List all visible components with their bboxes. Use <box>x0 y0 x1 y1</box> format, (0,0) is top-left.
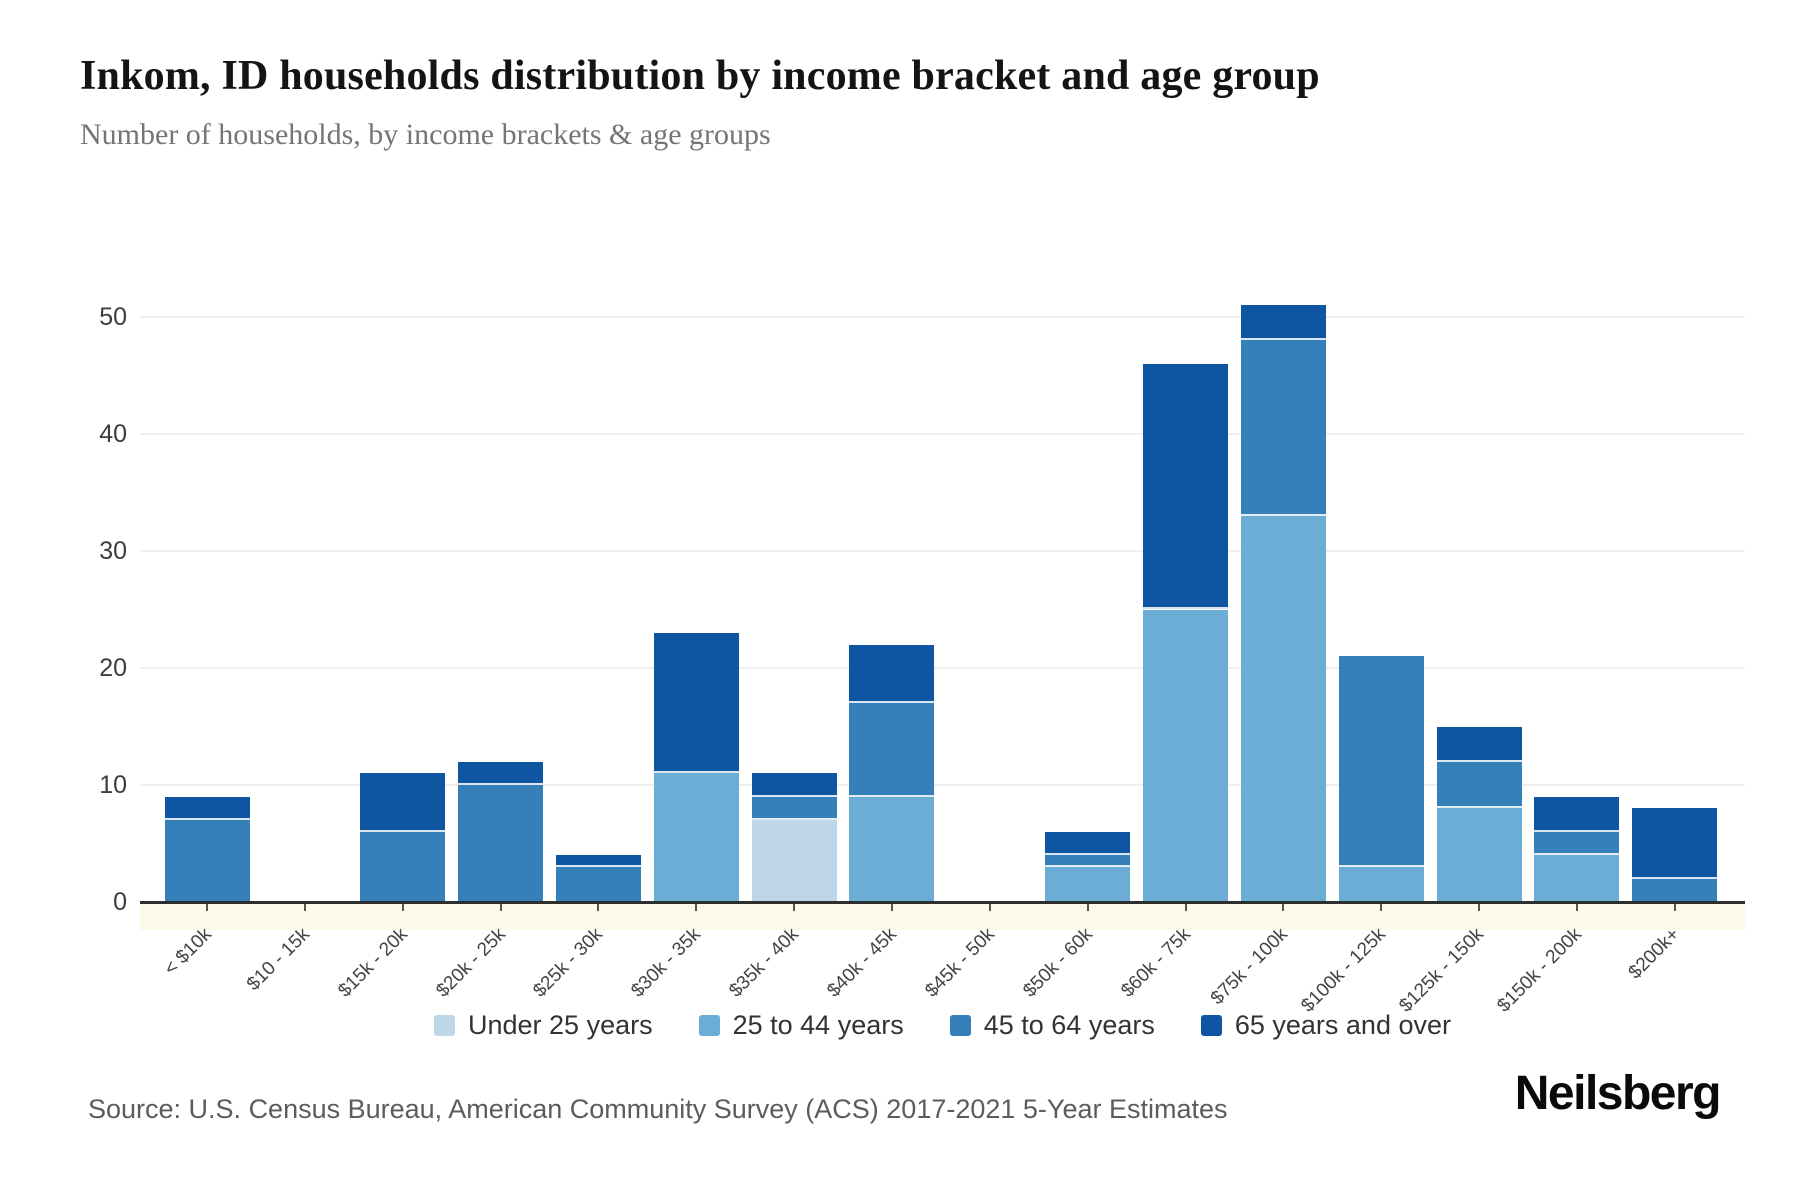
bar-segment[interactable] <box>849 703 935 797</box>
gridline-y-40 <box>140 433 1745 435</box>
x-axis-tick <box>499 903 502 911</box>
page-subtitle: Number of households, by income brackets… <box>80 118 771 151</box>
legend-item-label: 45 to 64 years <box>983 1010 1155 1040</box>
page-title: Inkom, ID households distribution by inc… <box>80 53 1320 99</box>
bar-segment[interactable] <box>849 644 935 704</box>
bar-segment[interactable] <box>164 796 250 821</box>
bar-segment[interactable] <box>1045 866 1131 902</box>
bar-segment[interactable] <box>751 820 837 902</box>
bar-segment[interactable] <box>1240 340 1326 516</box>
bar-segment[interactable] <box>751 773 837 797</box>
bar-segment[interactable] <box>1436 761 1522 809</box>
bar-segment[interactable] <box>1338 866 1424 902</box>
x-axis-tick <box>303 903 306 911</box>
neilsberg-logo: Neilsberg <box>1514 1067 1722 1120</box>
bar-segment[interactable] <box>164 820 250 902</box>
legend-item-label: 65 years and over <box>1234 1010 1451 1040</box>
legend-item-label: Under 25 years <box>468 1010 653 1040</box>
x-axis-tick <box>597 903 600 911</box>
chart-legend: Under 25 years 25 to 44 years 45 to 64 yea… <box>140 1010 1745 1041</box>
bar-segment[interactable] <box>1534 796 1620 832</box>
bar-segment[interactable] <box>360 773 446 832</box>
gridline-y-20 <box>140 667 1745 669</box>
x-axis-tick <box>1673 903 1676 911</box>
bar-segment[interactable] <box>653 632 739 774</box>
x-axis-line <box>140 901 1745 904</box>
bar-segment[interactable] <box>458 761 544 785</box>
x-axis-tick <box>793 903 796 911</box>
bar-segment[interactable] <box>458 785 544 902</box>
legend-item-label: 25 to 44 years <box>732 1010 904 1040</box>
bar-segment[interactable] <box>1534 831 1620 856</box>
bar-segment[interactable] <box>555 855 641 867</box>
y-axis-tick-label: 20 <box>99 654 127 682</box>
bar-segment[interactable] <box>1143 609 1228 902</box>
legend-swatch <box>1200 1015 1222 1036</box>
y-axis-tick-label: 0 <box>113 888 127 916</box>
bar-segment[interactable] <box>1436 726 1522 762</box>
bar-segment[interactable] <box>360 831 446 902</box>
bar-segment[interactable] <box>555 866 641 902</box>
x-axis-tick <box>988 903 991 911</box>
source-note: Source: U.S. Census Bureau, American Com… <box>88 1094 1228 1124</box>
bar-segment[interactable] <box>1534 855 1620 902</box>
legend-swatch <box>949 1015 971 1036</box>
legend-item[interactable]: 65 years and over <box>1200 1010 1451 1041</box>
y-axis-tick-label: 30 <box>99 537 127 565</box>
gridline-y-30 <box>140 550 1745 552</box>
legend-item[interactable]: Under 25 years <box>434 1010 653 1041</box>
bar-segment[interactable] <box>1045 855 1131 867</box>
legend-item[interactable]: 25 to 44 years <box>698 1010 904 1041</box>
x-axis-tick <box>1282 903 1285 911</box>
y-axis-tick-label: 10 <box>99 771 127 799</box>
x-axis-tick <box>1380 903 1383 911</box>
x-axis-tick <box>890 903 893 911</box>
gridline-y-50 <box>140 316 1745 318</box>
bar-segment[interactable] <box>1632 808 1718 879</box>
y-axis-tick-label: 50 <box>99 303 127 331</box>
axis-highlight-band <box>140 904 1745 930</box>
gridline-y-10 <box>140 784 1745 786</box>
legend-swatch <box>698 1015 720 1036</box>
bar-segment[interactable] <box>1143 363 1228 610</box>
bar-segment[interactable] <box>751 796 837 821</box>
x-axis-tick <box>695 903 698 911</box>
x-axis-tick <box>401 903 404 911</box>
bar-segment[interactable] <box>849 796 935 902</box>
bar-segment[interactable] <box>653 773 739 902</box>
bar-segment[interactable] <box>1045 831 1131 856</box>
y-axis-tick-label: 40 <box>99 420 127 448</box>
x-axis-tick <box>1086 903 1089 911</box>
legend-item[interactable]: 45 to 64 years <box>949 1010 1155 1041</box>
bar-segment[interactable] <box>1338 656 1424 867</box>
bar-segment[interactable] <box>1240 305 1326 341</box>
legend-swatch <box>434 1015 455 1036</box>
x-axis-tick <box>1184 903 1187 911</box>
bar-segment[interactable] <box>1632 878 1718 902</box>
x-axis-tick <box>1478 903 1481 911</box>
bar-segment[interactable] <box>1436 808 1522 902</box>
bar-segment[interactable] <box>1240 515 1326 902</box>
x-axis-tick <box>206 903 208 911</box>
x-axis-tick <box>1575 903 1578 911</box>
